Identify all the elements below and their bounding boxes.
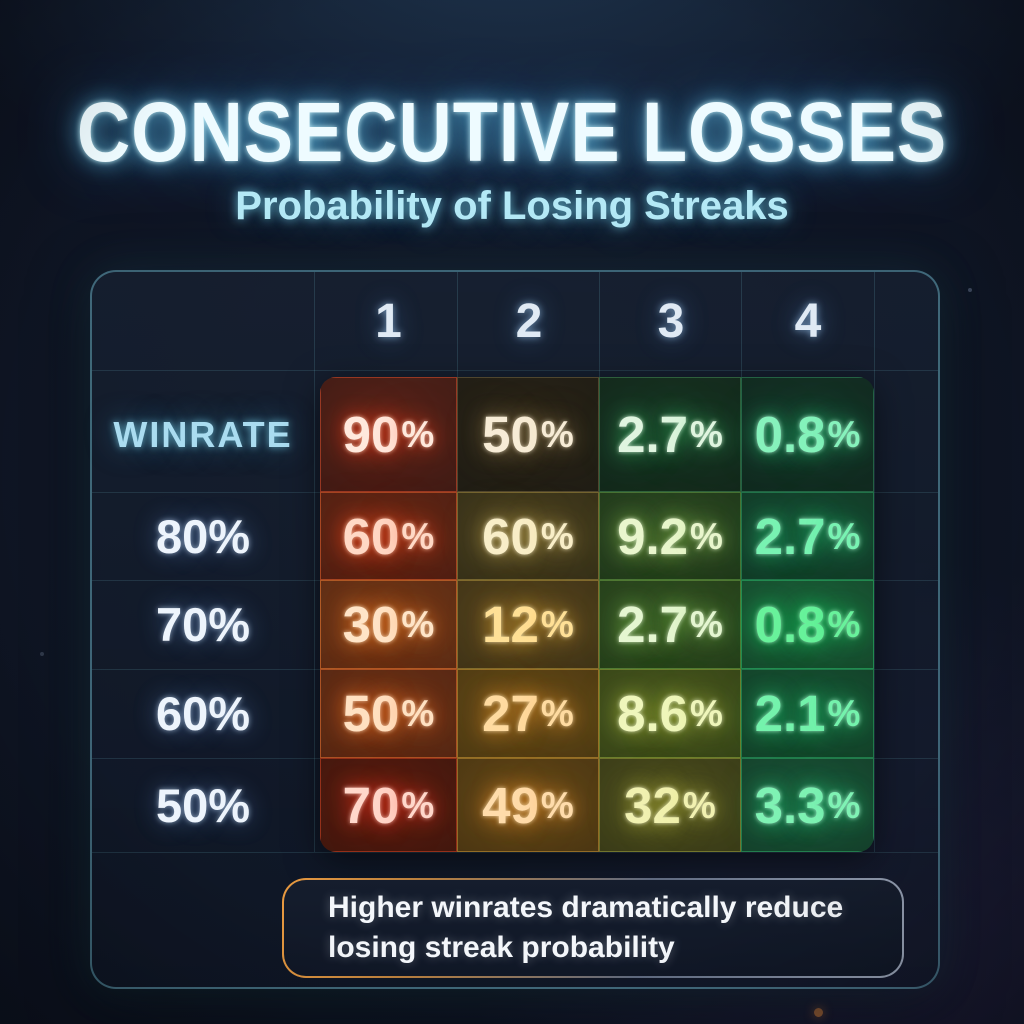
prob-cell-r1-c1: 90% (320, 377, 457, 492)
percent-sign: % (401, 693, 435, 734)
prob-cell-r2-c2: 60% (457, 492, 599, 580)
percent-sign: % (401, 604, 435, 645)
prob-cell-r4-c2: 27% (457, 669, 599, 758)
prob-cell-r3-c2: 12% (457, 580, 599, 669)
note-box-inner: Higher winrates dramatically reduce losi… (284, 880, 902, 976)
prob-cell-r2-c3: 9.2% (599, 492, 741, 580)
percent-sign: % (540, 604, 574, 645)
prob-value: 90 (342, 406, 400, 463)
prob-cell-r1-c2: 50% (457, 377, 599, 492)
prob-cell-r3-c4: 0.8% (741, 580, 874, 669)
prob-value: 9.2 (617, 507, 688, 565)
row-label-60: 60% (155, 687, 251, 740)
prob-value: 8.6 (617, 685, 688, 742)
prob-value: 2.7 (617, 406, 688, 463)
percent-sign: % (690, 414, 723, 455)
prob-cell-r5-c2: 49% (457, 758, 599, 852)
note-text-line-2: losing streak probability (328, 931, 675, 964)
prob-value: 2.1 (754, 685, 826, 742)
prob-cell-r2-c1: 60% (320, 492, 457, 580)
percent-sign: % (827, 693, 861, 734)
percent-sign: % (827, 414, 861, 455)
prob-value: 70 (342, 776, 400, 834)
prob-value: 60 (482, 507, 539, 565)
percent-sign: % (401, 784, 435, 826)
row-label-column: WINRATE 80% 70% 60% 50% (92, 377, 314, 852)
decorative-dot (814, 1008, 823, 1017)
prob-cell-r5-c4: 3.3% (741, 758, 874, 852)
prob-cell-r1-c3: 2.7% (599, 377, 741, 492)
column-header-4: 4 (794, 294, 822, 348)
prob-cell-r5-c3: 32% (599, 758, 741, 852)
grid-line (92, 370, 938, 371)
prob-value: 49 (482, 776, 539, 834)
prob-value: 60 (342, 507, 400, 565)
prob-cell-r3-c1: 30% (320, 580, 457, 669)
prob-cell-r1-c4: 0.8% (741, 377, 874, 492)
row-label-50: 50% (155, 778, 251, 832)
percent-sign: % (540, 693, 574, 734)
percent-sign: % (827, 515, 861, 557)
column-header-2: 2 (515, 294, 543, 348)
prob-value: 30 (342, 596, 400, 653)
percent-sign: % (401, 414, 435, 455)
percent-sign: % (682, 784, 716, 826)
prob-cell-r4-c1: 50% (320, 669, 457, 758)
column-header-3: 3 (657, 294, 685, 348)
percent-sign: % (540, 784, 574, 826)
grid-line (314, 272, 315, 852)
prob-value: 2.7 (617, 596, 688, 653)
row-label-winrate: WINRATE (113, 413, 293, 455)
prob-cell-r2-c4: 2.7% (741, 492, 874, 580)
prob-value: 2.7 (754, 507, 826, 565)
row-label-70: 70% (155, 598, 251, 651)
row-label-80: 80% (155, 509, 251, 563)
percent-sign: % (401, 515, 435, 557)
heatmap-panel: 90% 50% 2.7% 0.8% 60% 60% 9.2% 2.7% 30% … (320, 377, 874, 852)
page-subtitle: Probability of Losing Streaks (235, 184, 789, 228)
prob-value: 0.8 (754, 406, 826, 463)
prob-value: 50 (342, 685, 400, 742)
decorative-dot (40, 652, 44, 656)
prob-cell-r4-c3: 8.6% (599, 669, 741, 758)
note-box: Higher winrates dramatically reduce losi… (282, 878, 904, 978)
prob-value: 3.3 (754, 776, 826, 834)
percent-sign: % (827, 784, 861, 826)
percent-sign: % (690, 604, 723, 645)
percent-sign: % (827, 604, 861, 645)
percent-sign: % (540, 515, 574, 557)
note-text-line-1: Higher winrates dramatically reduce (328, 891, 844, 925)
page-title: CONSECUTIVE LOSSES (76, 85, 948, 179)
prob-cell-r3-c3: 2.7% (599, 580, 741, 669)
prob-cell-r5-c1: 70% (320, 758, 457, 852)
decorative-dot (968, 288, 972, 292)
prob-value: 50 (482, 406, 539, 463)
percent-sign: % (540, 414, 574, 455)
prob-cell-r4-c4: 2.1% (741, 669, 874, 758)
percent-sign: % (690, 693, 723, 734)
prob-value: 32 (624, 776, 681, 834)
prob-value: 12 (482, 596, 539, 653)
prob-value: 27 (482, 685, 539, 742)
probability-table-card: 1 2 3 4 WINRATE 80% 70% 60% 50% 90% 50% … (90, 270, 940, 989)
percent-sign: % (690, 515, 723, 557)
grid-line (874, 272, 875, 852)
prob-value: 0.8 (754, 596, 826, 653)
grid-line (92, 852, 938, 853)
column-header-1: 1 (375, 294, 402, 348)
